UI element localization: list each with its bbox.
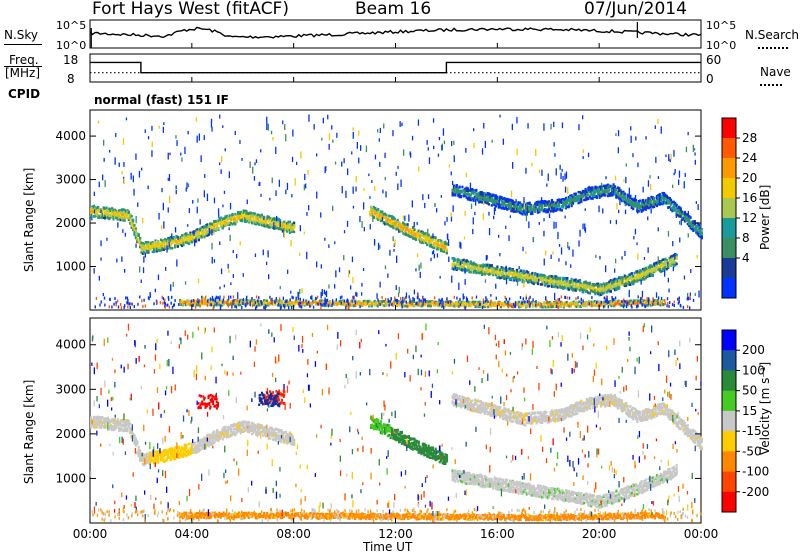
power-colorbar-tick-label: 12 bbox=[742, 211, 757, 225]
velocity_panel-ytick-label: 4000 bbox=[55, 338, 86, 352]
power-colorbar-tick-label: 16 bbox=[742, 191, 757, 205]
velocity_panel-ytick-label: 2000 bbox=[55, 427, 86, 441]
freq-tick-top: 18 bbox=[63, 53, 79, 67]
velocity-scatter-cells bbox=[90, 323, 703, 523]
power-colorbar-tick-label: 8 bbox=[742, 231, 750, 245]
power_panel-ytick-label: 4000 bbox=[55, 129, 86, 143]
power-colorbar-swatch bbox=[722, 278, 736, 299]
freq-tick-bottom: 8 bbox=[67, 72, 75, 86]
power-colorbar-swatch bbox=[722, 258, 736, 279]
beam-title: Beam 16 bbox=[355, 0, 432, 19]
xtick-label: 08:00 bbox=[276, 527, 311, 541]
cpid-mode: normal (fast) 151 IF bbox=[94, 93, 229, 107]
velocity-colorbar-swatch bbox=[722, 330, 736, 351]
velocity-colorbar-tick-label: 200 bbox=[742, 343, 765, 357]
freq-unit-label: [MHz] bbox=[5, 66, 41, 80]
freq-label: Freq. bbox=[9, 53, 39, 67]
xtick-label: 00:00 bbox=[684, 527, 719, 541]
date-title: 07/Jun/2014 bbox=[584, 0, 687, 19]
velocity_panel-ytick-label: 3000 bbox=[55, 382, 86, 396]
power-colorbar-swatch bbox=[722, 238, 736, 259]
xtick-label: 20:00 bbox=[582, 527, 617, 541]
noise-sky-label: N.Sky bbox=[4, 28, 39, 42]
radar-title: Fort Hays West (fitACF) bbox=[92, 0, 289, 19]
nave-legend bbox=[760, 84, 782, 86]
velocity-colorbar-frame bbox=[721, 329, 737, 513]
power-scatter-cells bbox=[90, 114, 703, 310]
xtick-label: 12:00 bbox=[378, 527, 413, 541]
xaxis-label: Time UT bbox=[363, 540, 413, 554]
freq-step-line bbox=[90, 61, 701, 74]
nave-tick-bottom: 0 bbox=[706, 72, 714, 86]
xtick-label: 00:00 bbox=[73, 527, 108, 541]
velocity-colorbar-swatch bbox=[722, 431, 736, 452]
freq-underline bbox=[4, 66, 42, 67]
cpid-label: CPID bbox=[8, 87, 41, 101]
velocity-colorbar-swatch bbox=[722, 390, 736, 412]
power_panel-ytick-label: 1000 bbox=[55, 260, 86, 274]
power-colorbar-tick-label: 4 bbox=[742, 251, 750, 265]
noise-right-tick-top: 10^5 bbox=[706, 19, 737, 32]
noise-left-tick-top: 10^5 bbox=[56, 19, 87, 32]
power-colorbar-tick-label: 24 bbox=[742, 151, 757, 165]
power-colorbar-swatch bbox=[722, 158, 736, 179]
velocity-colorbar-tick-label: -15 bbox=[742, 424, 762, 438]
velocity-colorbar-tick-label: -50 bbox=[742, 444, 762, 458]
power-colorbar-frame bbox=[721, 117, 737, 299]
noise-right-tick-bottom: 10^0 bbox=[706, 39, 737, 52]
velocity-colorbar-tick-label: 50 bbox=[742, 384, 757, 398]
power-colorbar-swatch bbox=[722, 138, 736, 159]
power-colorbar-swatch bbox=[722, 218, 736, 239]
power-colorbar-swatch bbox=[722, 198, 736, 219]
velocity-colorbar-tick-label: 15 bbox=[742, 404, 757, 418]
power-panel-frame bbox=[89, 109, 702, 311]
velocity-colorbar-swatch bbox=[722, 451, 736, 472]
nave-tick-top: 60 bbox=[706, 53, 722, 67]
velocity-colorbar-swatch bbox=[722, 410, 736, 432]
power_panel-ytick-label: 2000 bbox=[55, 216, 86, 230]
noise-sky-underline bbox=[4, 44, 42, 45]
velocity_panel-ytick-label: 1000 bbox=[55, 471, 86, 485]
noise-search-legend bbox=[758, 47, 788, 49]
noise-search-label: N.Search bbox=[745, 28, 800, 42]
velocity-colorbar-tick-label: -200 bbox=[742, 485, 769, 499]
power-colorbar-tick-label: 28 bbox=[742, 131, 757, 145]
noise-left-tick-bottom: 10^0 bbox=[56, 39, 87, 52]
xtick-label: 04:00 bbox=[175, 527, 210, 541]
power-colorbar-tick-label: 20 bbox=[742, 171, 757, 185]
velocity-colorbar-swatch bbox=[722, 471, 736, 493]
velocity-colorbar-swatch bbox=[722, 491, 736, 513]
power-colorbar-swatch bbox=[722, 118, 736, 139]
power_panel-ytick-label: 3000 bbox=[55, 173, 86, 187]
noise-sky-line bbox=[89, 26, 702, 39]
velocity-colorbar-swatch bbox=[722, 370, 736, 392]
nave-label: Nave bbox=[760, 65, 791, 79]
power-colorbar-swatch bbox=[722, 178, 736, 199]
xtick-label: 16:00 bbox=[480, 527, 515, 541]
velocity-colorbar-tick-label: 100 bbox=[742, 363, 765, 377]
velocity-colorbar-swatch bbox=[722, 350, 736, 371]
velocity-colorbar-tick-label: -100 bbox=[742, 465, 769, 479]
